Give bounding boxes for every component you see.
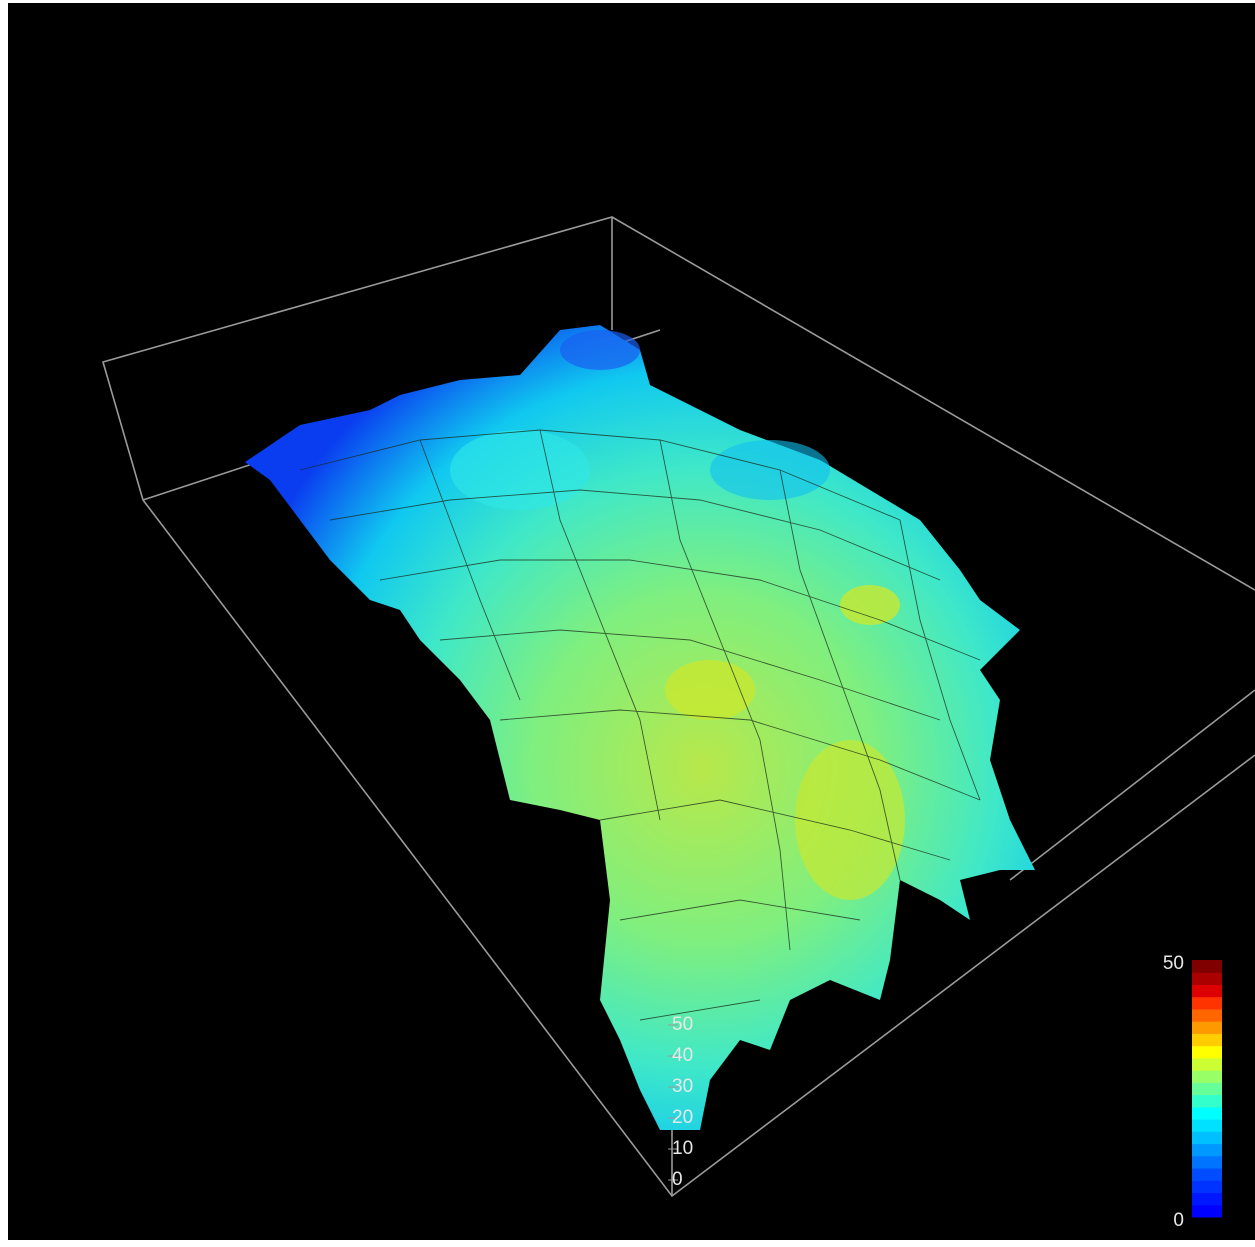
colorbar-band	[1192, 1143, 1222, 1157]
colorbar-band	[1192, 1119, 1222, 1132]
colorbar-tick-label: 0	[1173, 1210, 1184, 1231]
colorbar-band	[1192, 1168, 1222, 1181]
colorbar-tick-label: 50	[1163, 953, 1184, 974]
colorbar-band	[1192, 1131, 1222, 1145]
z-tick-label: 30	[672, 1076, 693, 1097]
colorbar-band	[1192, 1155, 1222, 1169]
z-tick-label: 50	[672, 1014, 693, 1035]
colorbar-band	[1192, 1021, 1222, 1034]
colorbar-band	[1192, 1033, 1222, 1047]
colorbar-band	[1192, 960, 1222, 973]
colorbar-band	[1192, 972, 1222, 985]
colorbar-band	[1192, 1082, 1222, 1096]
colorbar-band	[1192, 1057, 1222, 1071]
colorbar-band	[1192, 1045, 1222, 1059]
colorbar-band	[1192, 984, 1222, 998]
colorbar-band	[1192, 1070, 1222, 1083]
colorbar-band	[1192, 1204, 1222, 1218]
colorbar-band	[1192, 996, 1222, 1010]
colorbar-band	[1192, 1192, 1222, 1206]
bounding-box	[102, 216, 1255, 1198]
colorbar-band	[1192, 1180, 1222, 1194]
z-tick-label: 20	[672, 1107, 693, 1128]
z-tick-label: 0	[672, 1169, 683, 1190]
colorbar-band	[1192, 1106, 1222, 1120]
colorbar-band	[1192, 1094, 1222, 1108]
surface	[245, 325, 1035, 1130]
colorbar-band	[1192, 1008, 1222, 1022]
z-tick-label: 40	[672, 1045, 693, 1066]
z-tick-label: 10	[672, 1138, 693, 1159]
